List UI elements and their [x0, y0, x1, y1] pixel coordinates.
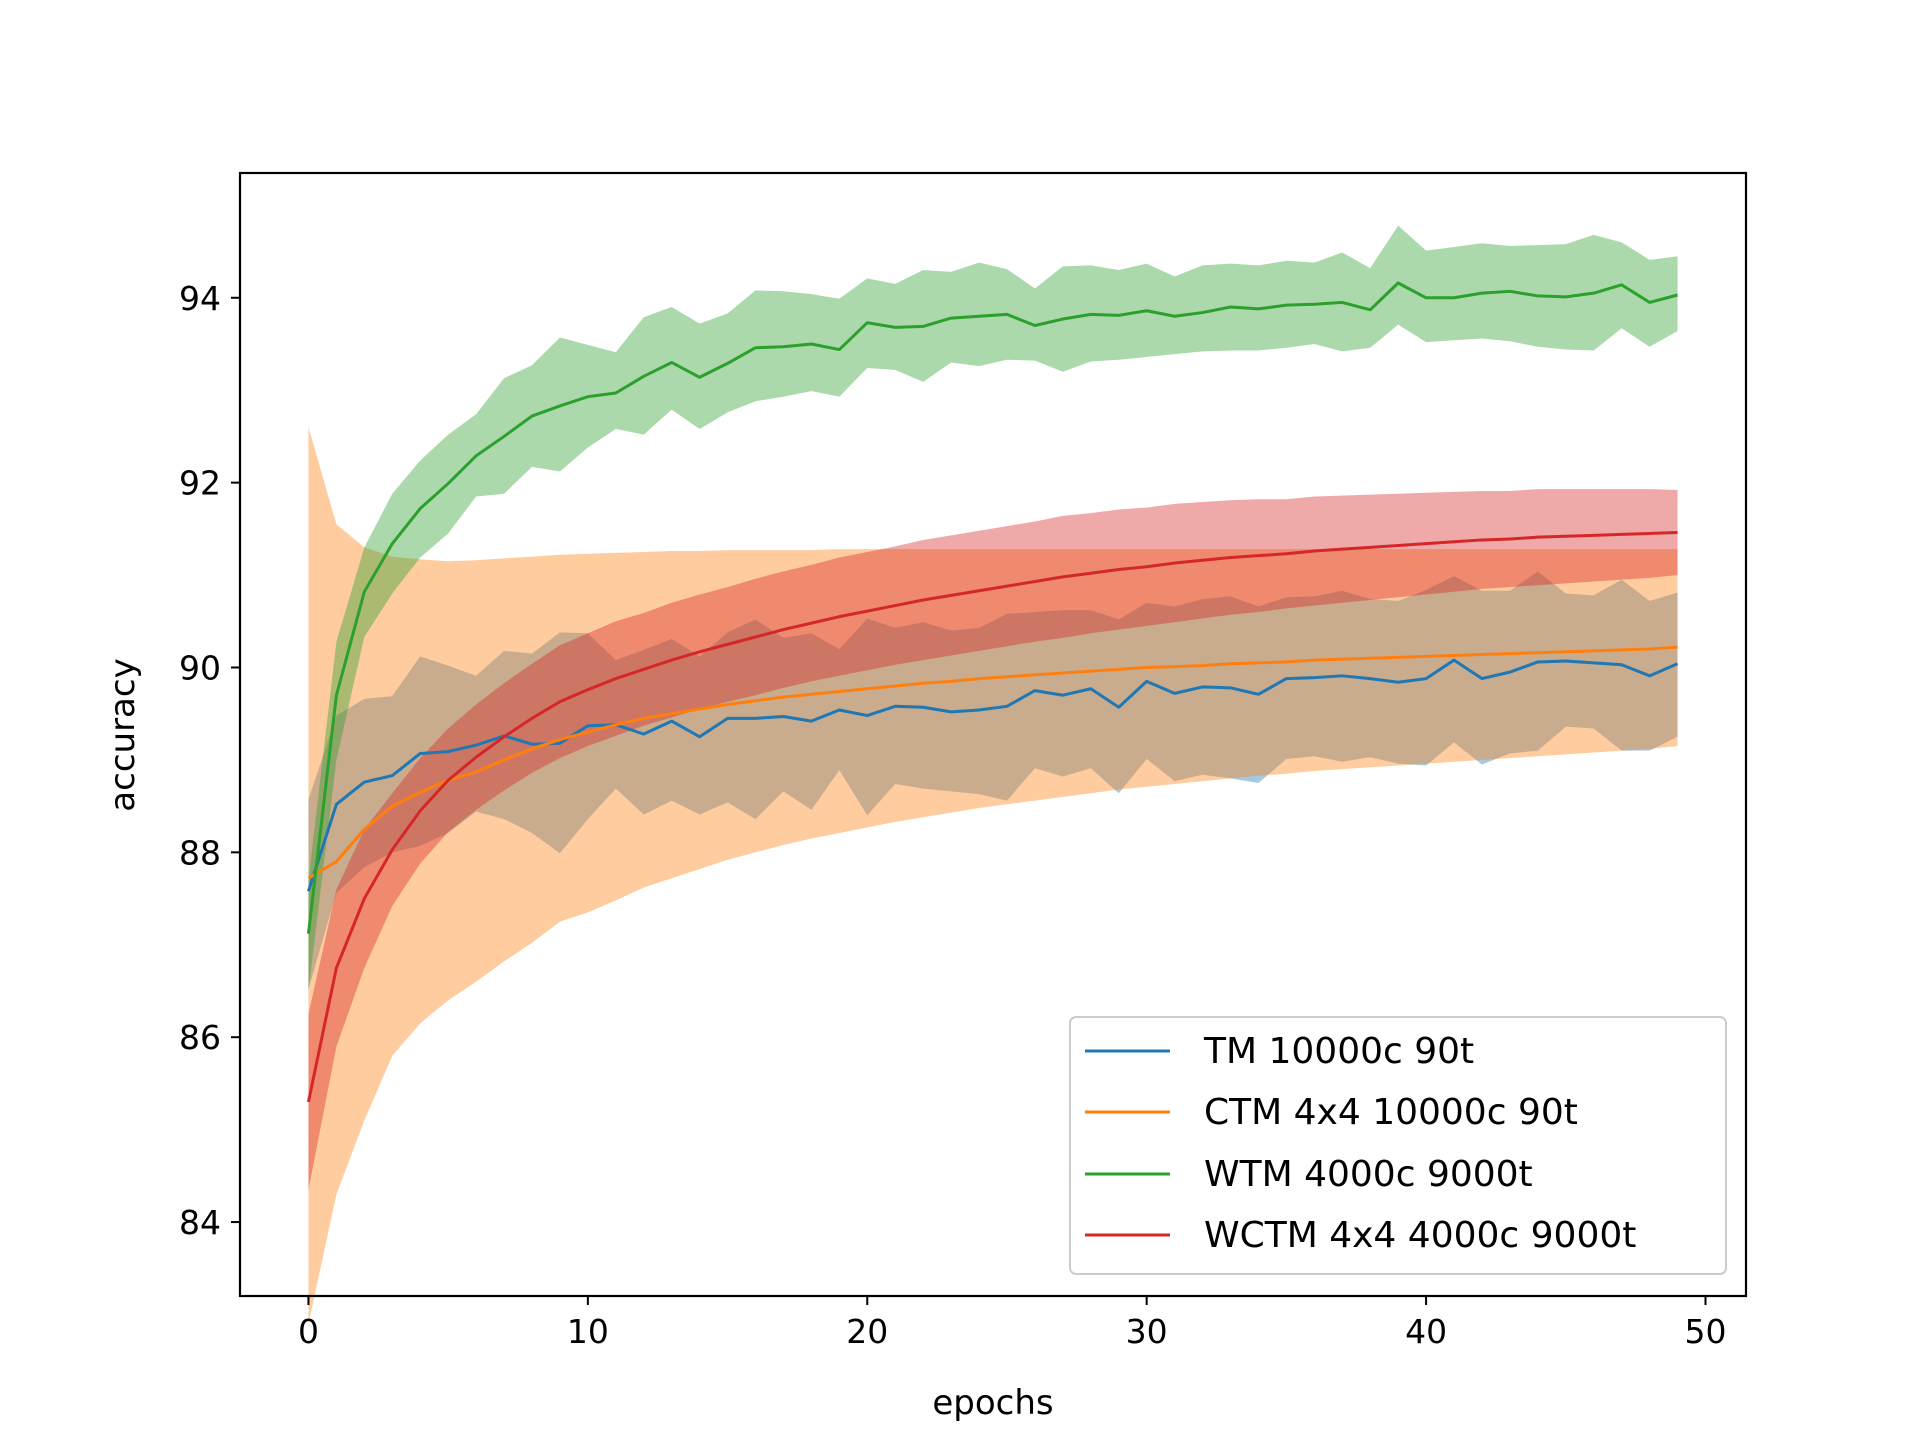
x-axis: 0 10 20 30 40 50 — [298, 1296, 1726, 1351]
x-axis-label: epochs — [932, 1383, 1053, 1423]
legend: TM 10000c 90t CTM 4x4 10000c 90t WTM 400… — [1069, 1016, 1727, 1275]
x-tick-label-50: 50 — [1684, 1312, 1726, 1351]
band-wtm-4000c-9000t — [308, 225, 1678, 991]
x-tick-label-0: 0 — [298, 1312, 319, 1351]
x-tick-label-10: 10 — [567, 1312, 609, 1351]
plot-frame — [238, 171, 1748, 1298]
y-tick-label-90: 90 — [179, 648, 221, 687]
line-ctm-4x4-10000c-90t — [307, 645, 1678, 880]
y-tick-label-86: 86 — [179, 1018, 221, 1057]
y-tick-label-84: 84 — [179, 1203, 221, 1242]
y-axis-label: accuracy — [103, 658, 143, 811]
x-tick-label-40: 40 — [1405, 1312, 1447, 1351]
line-wctm-4x4-4000c-9000t — [306, 531, 1678, 1103]
y-tick-label-88: 88 — [179, 833, 221, 872]
x-tick-label-30: 30 — [1126, 1312, 1168, 1351]
y-axis: 84 86 88 90 92 94 — [179, 279, 240, 1242]
legend-label-wtm: WTM 4000c 9000t — [1204, 1154, 1533, 1195]
x-tick-label-20: 20 — [846, 1312, 888, 1351]
band-ctm-4x4-10000c-90t — [308, 427, 1678, 1324]
y-tick-label-92: 92 — [179, 464, 221, 503]
legend-label-ctm: CTM 4x4 10000c 90t — [1204, 1092, 1578, 1133]
y-tick-label-94: 94 — [179, 279, 221, 318]
line-wtm-4000c-9000t — [306, 281, 1678, 934]
band-wctm-4x4-4000c-9000t — [308, 489, 1678, 1190]
legend-label-tm: TM 10000c 90t — [1203, 1031, 1474, 1072]
series-lines — [306, 281, 1679, 1103]
legend-label-wctm: WCTM 4x4 4000c 9000t — [1204, 1215, 1636, 1256]
line-tm-10000c-90t — [307, 658, 1679, 892]
legend-box — [1069, 1016, 1727, 1275]
